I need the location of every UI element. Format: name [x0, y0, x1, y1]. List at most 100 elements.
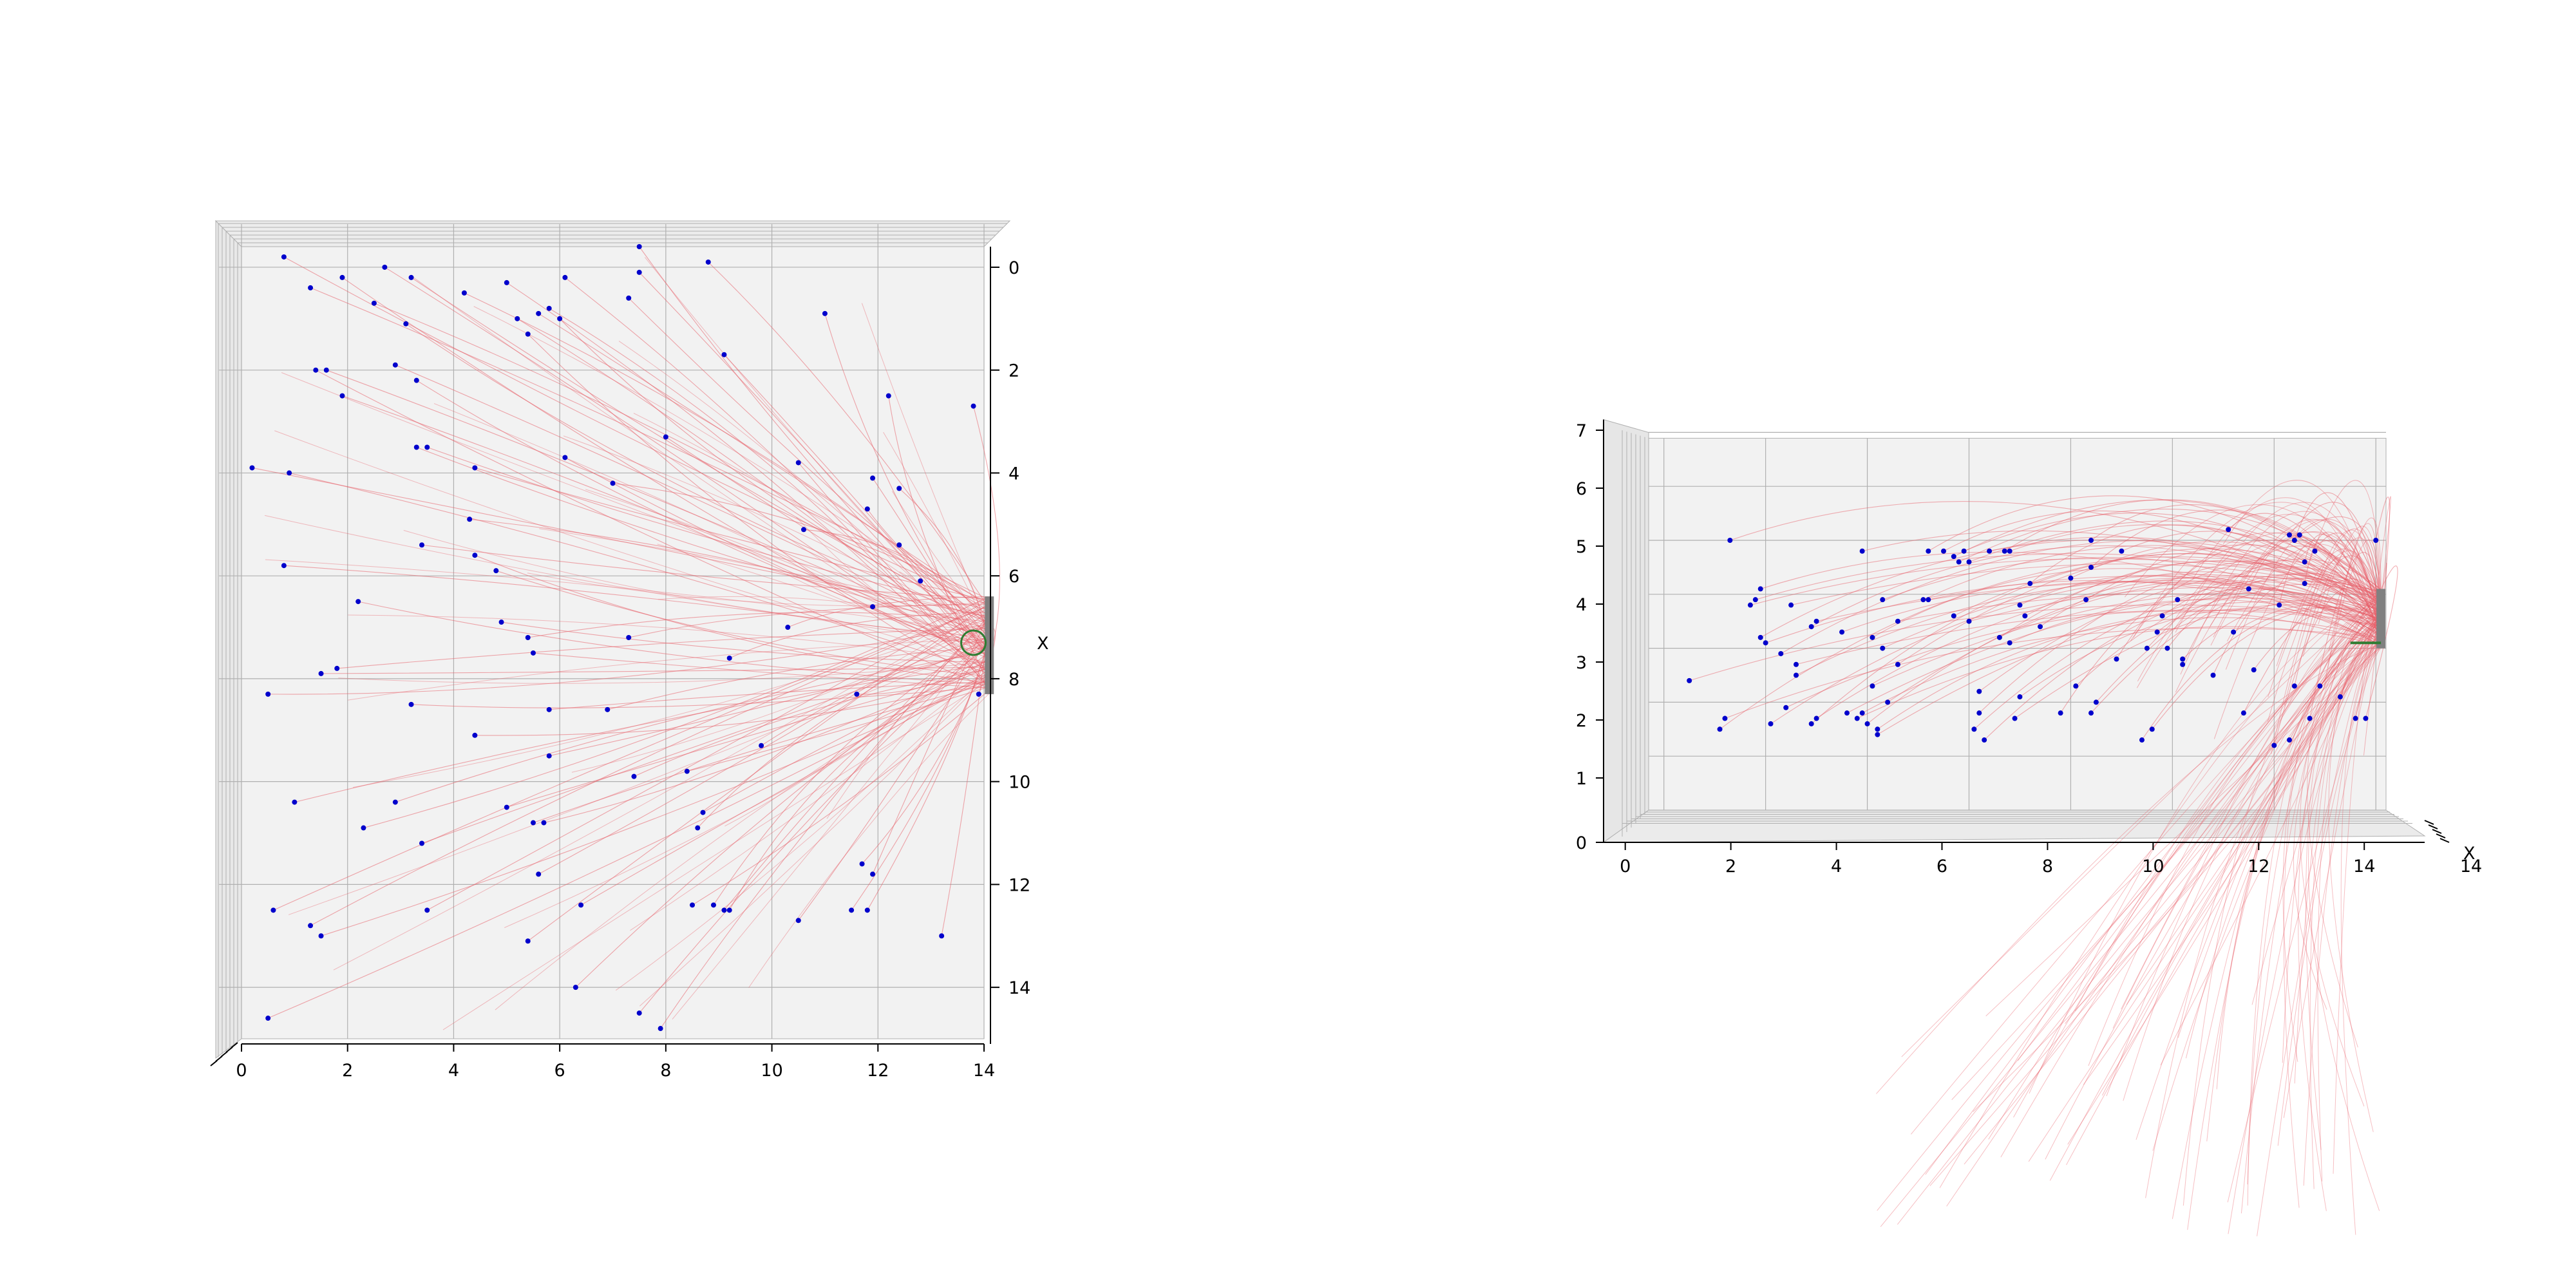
source-point	[2291, 683, 2297, 689]
source-point	[270, 907, 276, 913]
trajectory-line	[2298, 625, 2382, 1211]
source-point	[403, 321, 409, 327]
trajectory-line	[2183, 598, 2382, 1206]
trajectory-line	[1964, 513, 2382, 627]
x-tick-label: 2	[1725, 857, 1736, 876]
trajectory-line	[294, 664, 990, 803]
source-point	[355, 599, 361, 605]
source-point	[690, 902, 696, 908]
source-point	[854, 691, 860, 697]
source-point	[578, 902, 584, 908]
source-point	[849, 907, 855, 913]
trajectory-line	[1689, 604, 2382, 681]
trajectory-line	[421, 645, 990, 844]
source-point	[1854, 715, 1860, 721]
trajectory-line	[563, 435, 990, 632]
trajectory-line	[898, 544, 990, 641]
trajectory-line	[2314, 533, 2382, 630]
trajectory-line	[2185, 625, 2382, 1059]
source-point	[1880, 645, 1886, 651]
source-point	[2007, 640, 2012, 646]
y-axis-label: X	[1037, 634, 1049, 654]
trajectory-line	[729, 611, 990, 659]
source-point	[536, 871, 542, 877]
source-point	[2175, 597, 2181, 603]
trajectory-line	[798, 462, 990, 674]
trajectory-line	[2177, 641, 2382, 1038]
source-point	[1880, 597, 1886, 603]
source-point	[2017, 694, 2023, 700]
source-point	[705, 259, 711, 265]
source-point	[870, 475, 876, 481]
trajectory-line	[1755, 553, 2382, 600]
trajectory-line	[2226, 544, 2382, 641]
source-point	[1727, 538, 1733, 543]
plot-pane	[1648, 437, 2387, 811]
trajectory-line	[2276, 548, 2382, 667]
source-point	[626, 295, 632, 301]
source-point	[2002, 548, 2007, 554]
trajectory-line	[2175, 514, 2382, 645]
trajectory-line	[575, 647, 990, 988]
trajectory-line	[2210, 531, 2382, 627]
trajectory-line	[2251, 603, 2382, 1005]
trajectory-line	[1867, 580, 2382, 724]
source-point	[281, 563, 287, 569]
source-point	[1783, 705, 1789, 710]
source-point	[636, 1010, 642, 1016]
source-point	[1870, 683, 1875, 689]
trajectory-line	[1877, 635, 2382, 1211]
trajectory-line	[1897, 644, 2382, 1225]
trajectory-line	[1928, 576, 2382, 621]
source-point	[392, 362, 398, 368]
trajectory-line	[1897, 548, 2382, 665]
trajectory-line	[403, 530, 990, 638]
trajectory-line	[464, 292, 990, 618]
trajectory-line	[630, 668, 990, 931]
source-point	[1778, 650, 1784, 656]
trajectory-line	[348, 614, 990, 663]
trajectory-line	[713, 635, 990, 905]
trajectory-line	[2088, 621, 2382, 1066]
source-point	[1722, 715, 1728, 721]
source-point	[371, 300, 377, 306]
x-tick-label: 10	[2142, 857, 2164, 876]
source-point	[2068, 575, 2074, 581]
trajectory-line	[274, 430, 990, 665]
trajectory-line	[2085, 544, 2382, 617]
trajectory-line	[724, 619, 990, 911]
trajectory-line	[2152, 618, 2382, 1151]
depth-tick-mark	[2439, 838, 2450, 843]
trajectory-line	[358, 601, 990, 685]
trajectory-line	[2177, 581, 2382, 646]
trajectory-line	[310, 605, 990, 926]
trajectory-line	[289, 472, 990, 674]
y-tick-label: 8	[1009, 670, 1019, 690]
trajectory-line	[1969, 520, 2382, 604]
trajectory-line	[2162, 566, 2382, 616]
trajectory-line	[281, 372, 990, 639]
trajectory-line	[1887, 582, 2382, 703]
source-point	[334, 665, 340, 671]
trajectory-line	[2271, 529, 2382, 755]
source-point	[541, 820, 547, 826]
trajectory-line	[2243, 502, 2382, 630]
trajectory-line	[533, 652, 990, 688]
trajectory-line	[2227, 635, 2382, 1203]
source-point	[1951, 554, 1956, 560]
source-point	[281, 254, 287, 260]
source-point	[546, 753, 552, 759]
source-point	[2038, 624, 2043, 630]
x-tick-label: 12	[867, 1061, 889, 1081]
source-point	[658, 1026, 663, 1032]
trajectory-line	[2000, 642, 2382, 1158]
trajectory-line	[1841, 581, 2382, 632]
trajectory-line	[426, 599, 990, 911]
trajectory-line	[395, 365, 990, 639]
trajectory-line	[2145, 637, 2382, 1198]
trajectory-line	[2040, 571, 2382, 627]
trajectory-group	[1689, 480, 2398, 1236]
trajectory-line	[2282, 591, 2382, 1063]
top-view-chart: 0 2 4 6 8 10 12 14 0 2 4 6 8 10 12 14 X	[210, 220, 1049, 1081]
source-point	[636, 269, 642, 275]
